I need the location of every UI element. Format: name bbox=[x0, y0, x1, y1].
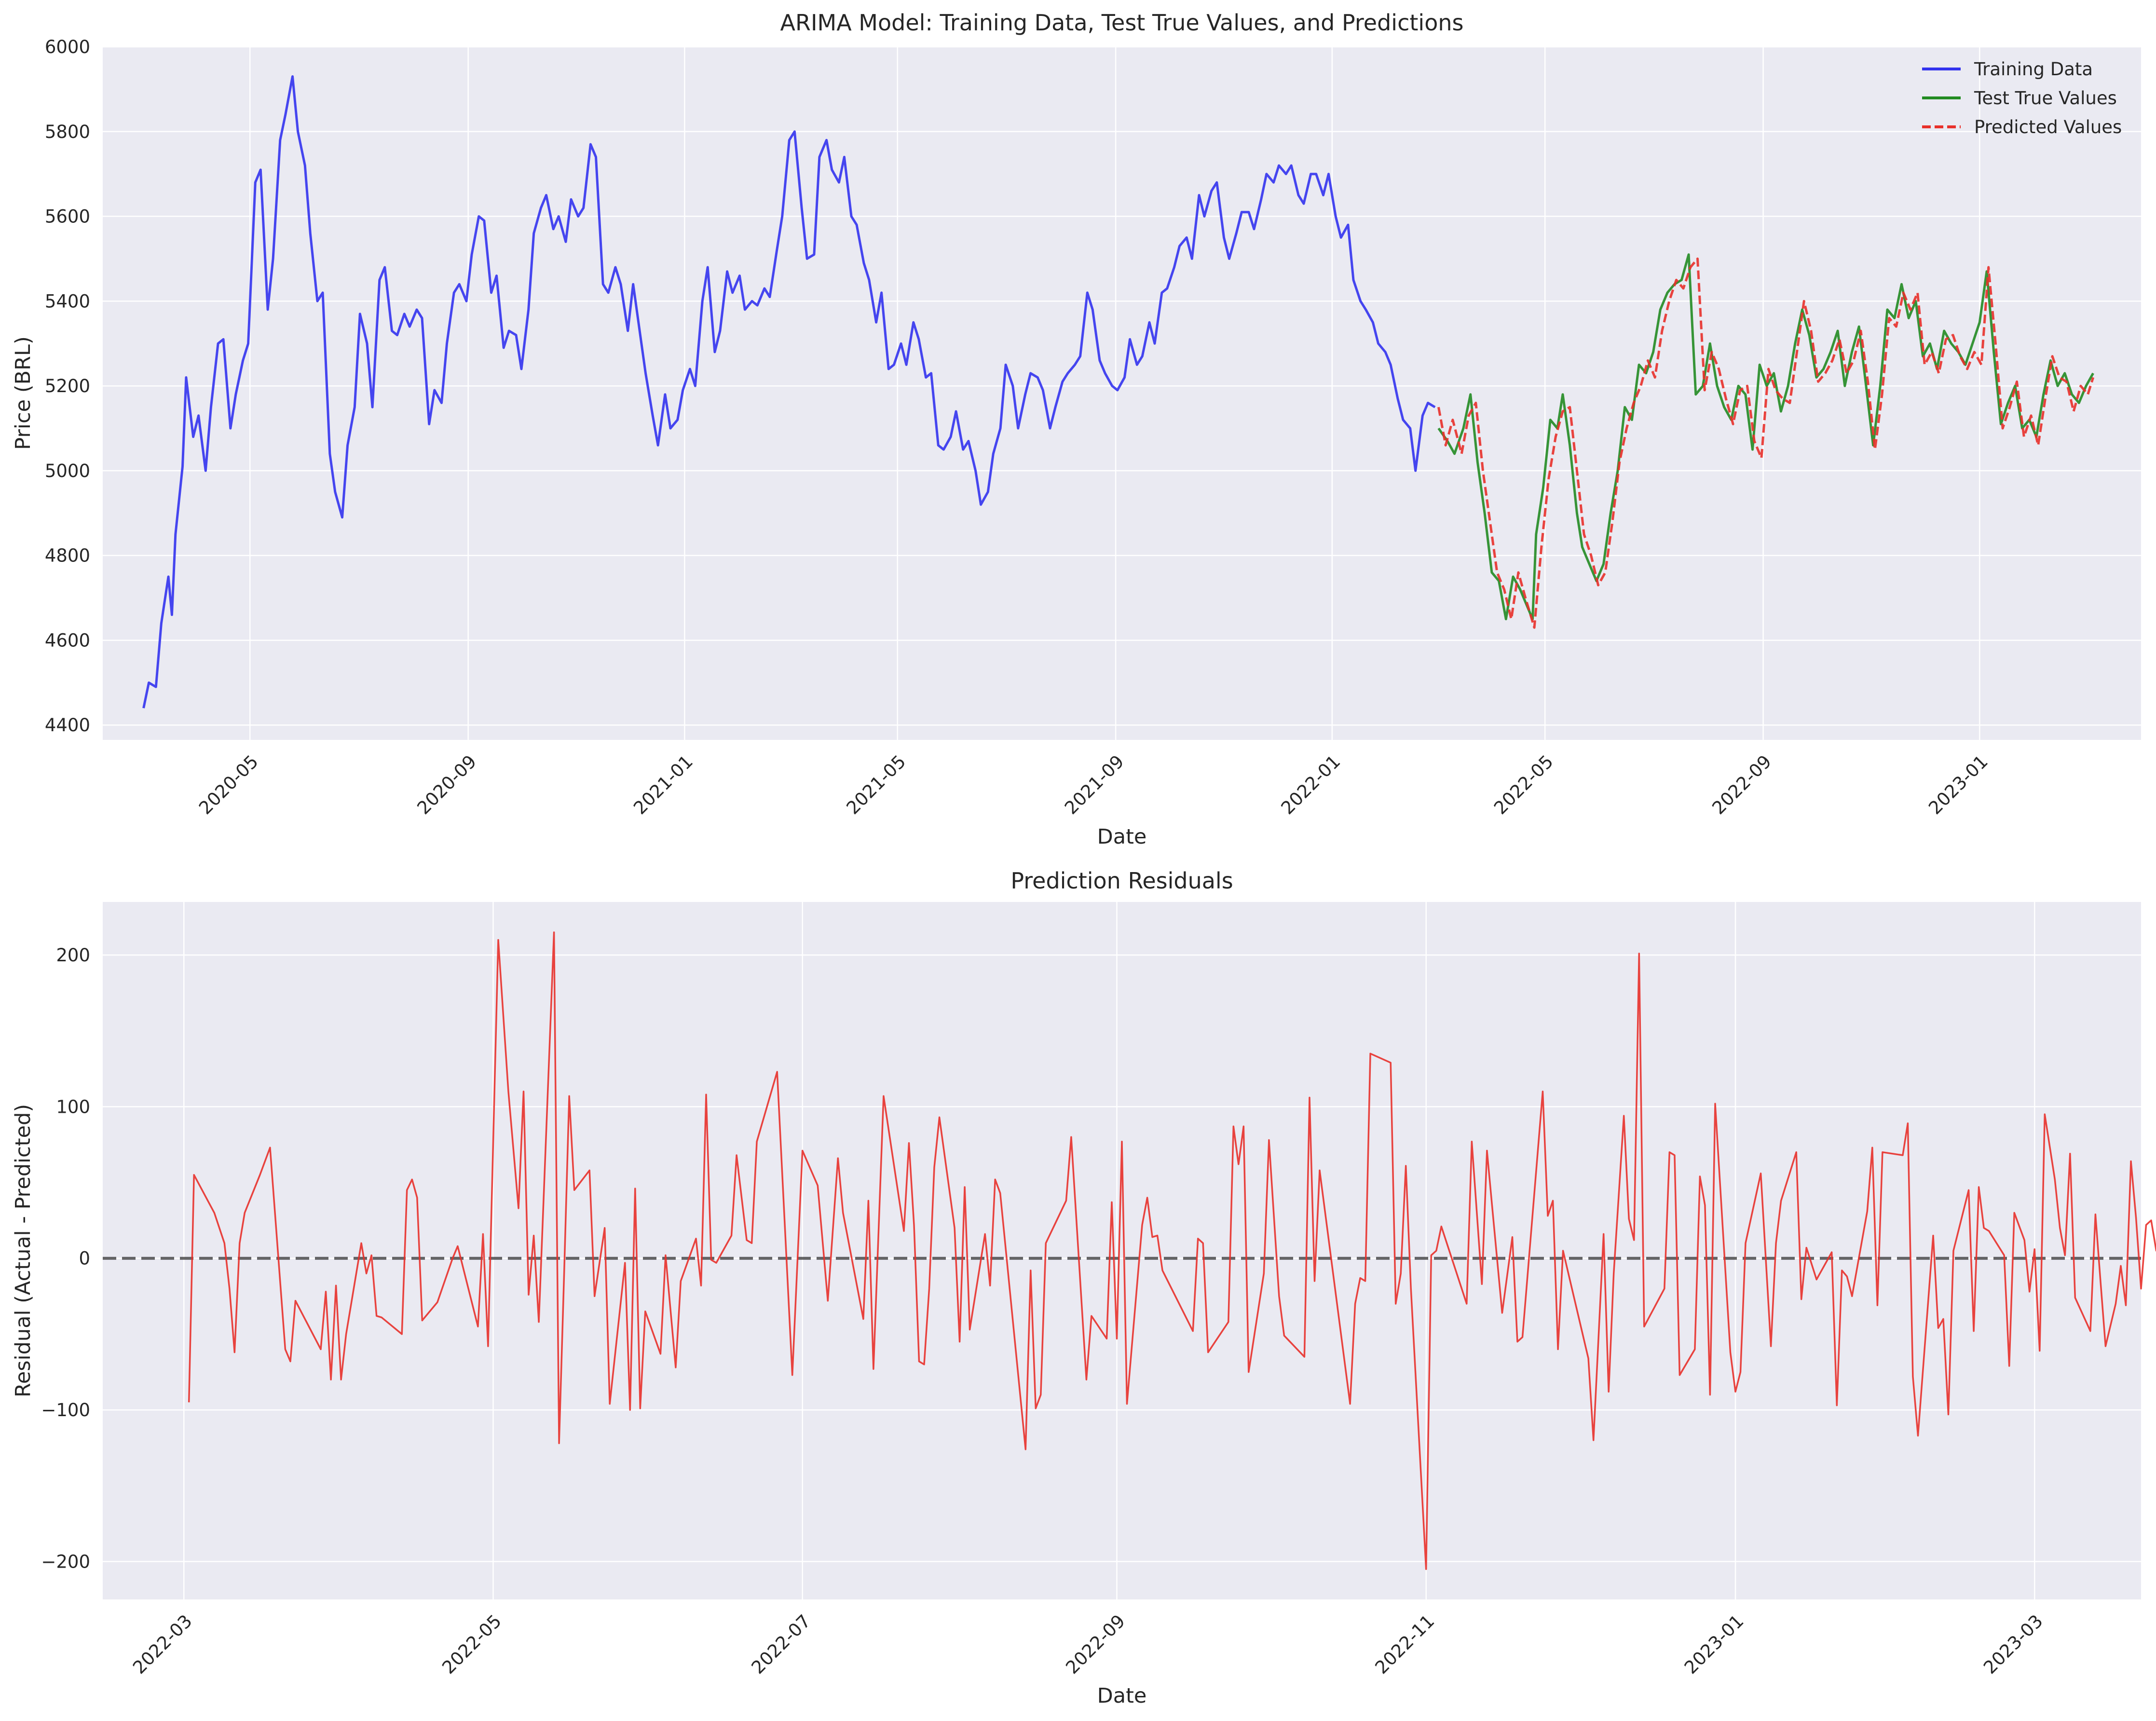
price-y-tick: 4400 bbox=[45, 715, 90, 736]
legend-label-test: Test True Values bbox=[1974, 88, 2117, 109]
residual-series-group bbox=[103, 931, 2156, 1570]
price-y-tick: 5000 bbox=[45, 461, 90, 481]
residual-y-axis-label: Residual (Actual - Predicted) bbox=[11, 1104, 35, 1397]
price-chart-title: ARIMA Model: Training Data, Test True Va… bbox=[780, 10, 1464, 36]
price-y-tick-labels: 4400 4600 4800 5000 5200 5400 5600 5800 6000 bbox=[45, 37, 90, 736]
residual-y-tick: 100 bbox=[56, 1096, 90, 1117]
price-y-tick: 4600 bbox=[45, 630, 90, 651]
residual-y-tick: 200 bbox=[56, 945, 90, 966]
residual-x-axis-label: Date bbox=[1097, 1684, 1147, 1708]
price-y-tick: 5400 bbox=[45, 291, 90, 312]
residual-y-tick-labels: −200 −100 0 100 200 bbox=[41, 945, 90, 1572]
predicted-values-line bbox=[1437, 257, 2095, 629]
price-y-tick: 5800 bbox=[45, 122, 90, 142]
price-legend: Training Data Test True Values Predicted… bbox=[1922, 59, 2122, 137]
price-y-tick: 4800 bbox=[45, 546, 90, 566]
price-plot-area bbox=[103, 47, 2141, 740]
price-y-tick: 5600 bbox=[45, 206, 90, 227]
residual-y-tick: −200 bbox=[41, 1551, 90, 1572]
test-true-values-line bbox=[1437, 253, 2094, 620]
training-data-line bbox=[142, 75, 1436, 709]
legend-label-predicted: Predicted Values bbox=[1974, 117, 2122, 137]
residual-line bbox=[188, 931, 2156, 1570]
price-y-tick: 6000 bbox=[45, 37, 90, 57]
price-x-axis-label: Date bbox=[1097, 825, 1147, 849]
price-y-tick: 5200 bbox=[45, 376, 90, 396]
residual-y-tick: 0 bbox=[79, 1248, 90, 1269]
price-y-axis-label: Price (BRL) bbox=[11, 336, 35, 450]
price-gridlines bbox=[103, 46, 2141, 740]
price-series-group bbox=[142, 75, 2095, 709]
legend-label-training: Training Data bbox=[1974, 59, 2093, 80]
residual-y-tick: −100 bbox=[41, 1400, 90, 1421]
residual-plot-area bbox=[103, 902, 2141, 1599]
residual-chart-title: Prediction Residuals bbox=[1010, 868, 1233, 894]
